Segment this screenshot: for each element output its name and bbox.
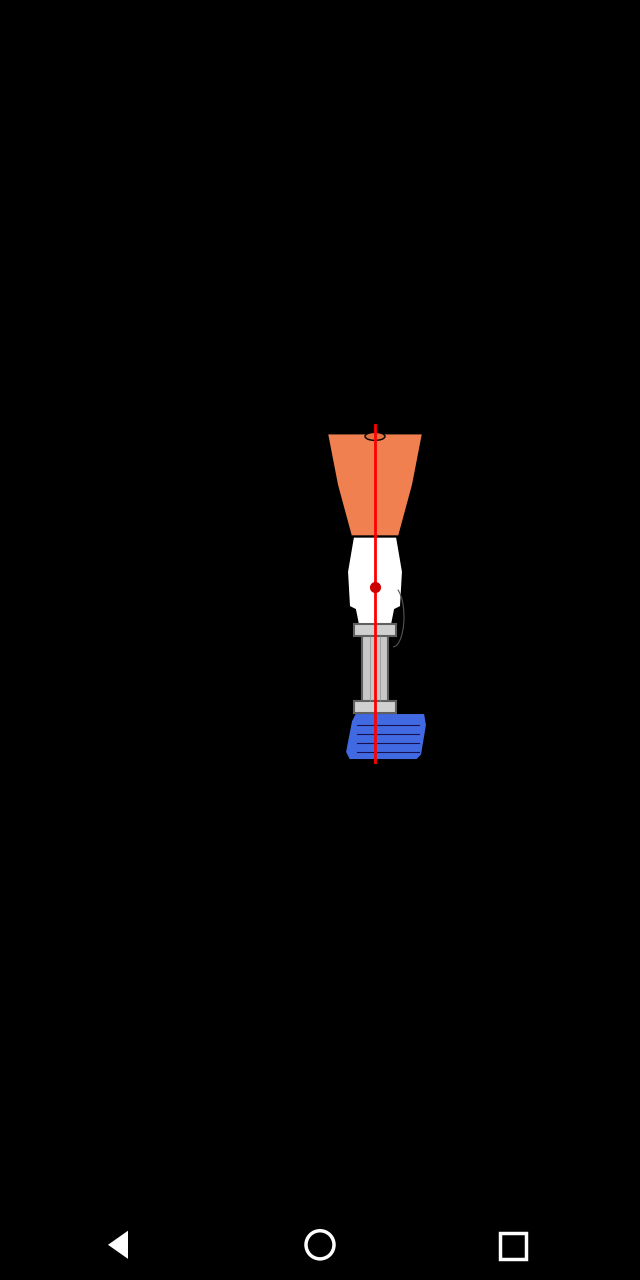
Ellipse shape bbox=[365, 433, 385, 440]
Bar bbox=[354, 701, 396, 713]
Polygon shape bbox=[327, 434, 423, 536]
Polygon shape bbox=[108, 1231, 128, 1260]
Text: IS: IS bbox=[469, 605, 482, 618]
Polygon shape bbox=[347, 536, 403, 630]
Bar bbox=[362, 630, 388, 707]
Text: Q4/ For the lower limb prosthesis figure 1 below, find the maximum stress
at poi: Q4/ For the lower limb prosthesis figure… bbox=[14, 271, 575, 366]
Text: A: A bbox=[270, 626, 280, 640]
Bar bbox=[500, 1233, 526, 1260]
Polygon shape bbox=[345, 713, 427, 760]
Text: 2 - 3: 2 - 3 bbox=[230, 754, 255, 764]
Text: PLUMBLINE: PLUMBLINE bbox=[469, 593, 545, 605]
Text: FOOT
IS
FLAT: FOOT IS FLAT bbox=[240, 689, 276, 735]
Bar bbox=[354, 623, 396, 636]
Text: MEDIALLY
DISPLACED: MEDIALLY DISPLACED bbox=[469, 634, 543, 663]
Text: TUBE IS
VERTICAL: TUBE IS VERTICAL bbox=[240, 641, 303, 671]
